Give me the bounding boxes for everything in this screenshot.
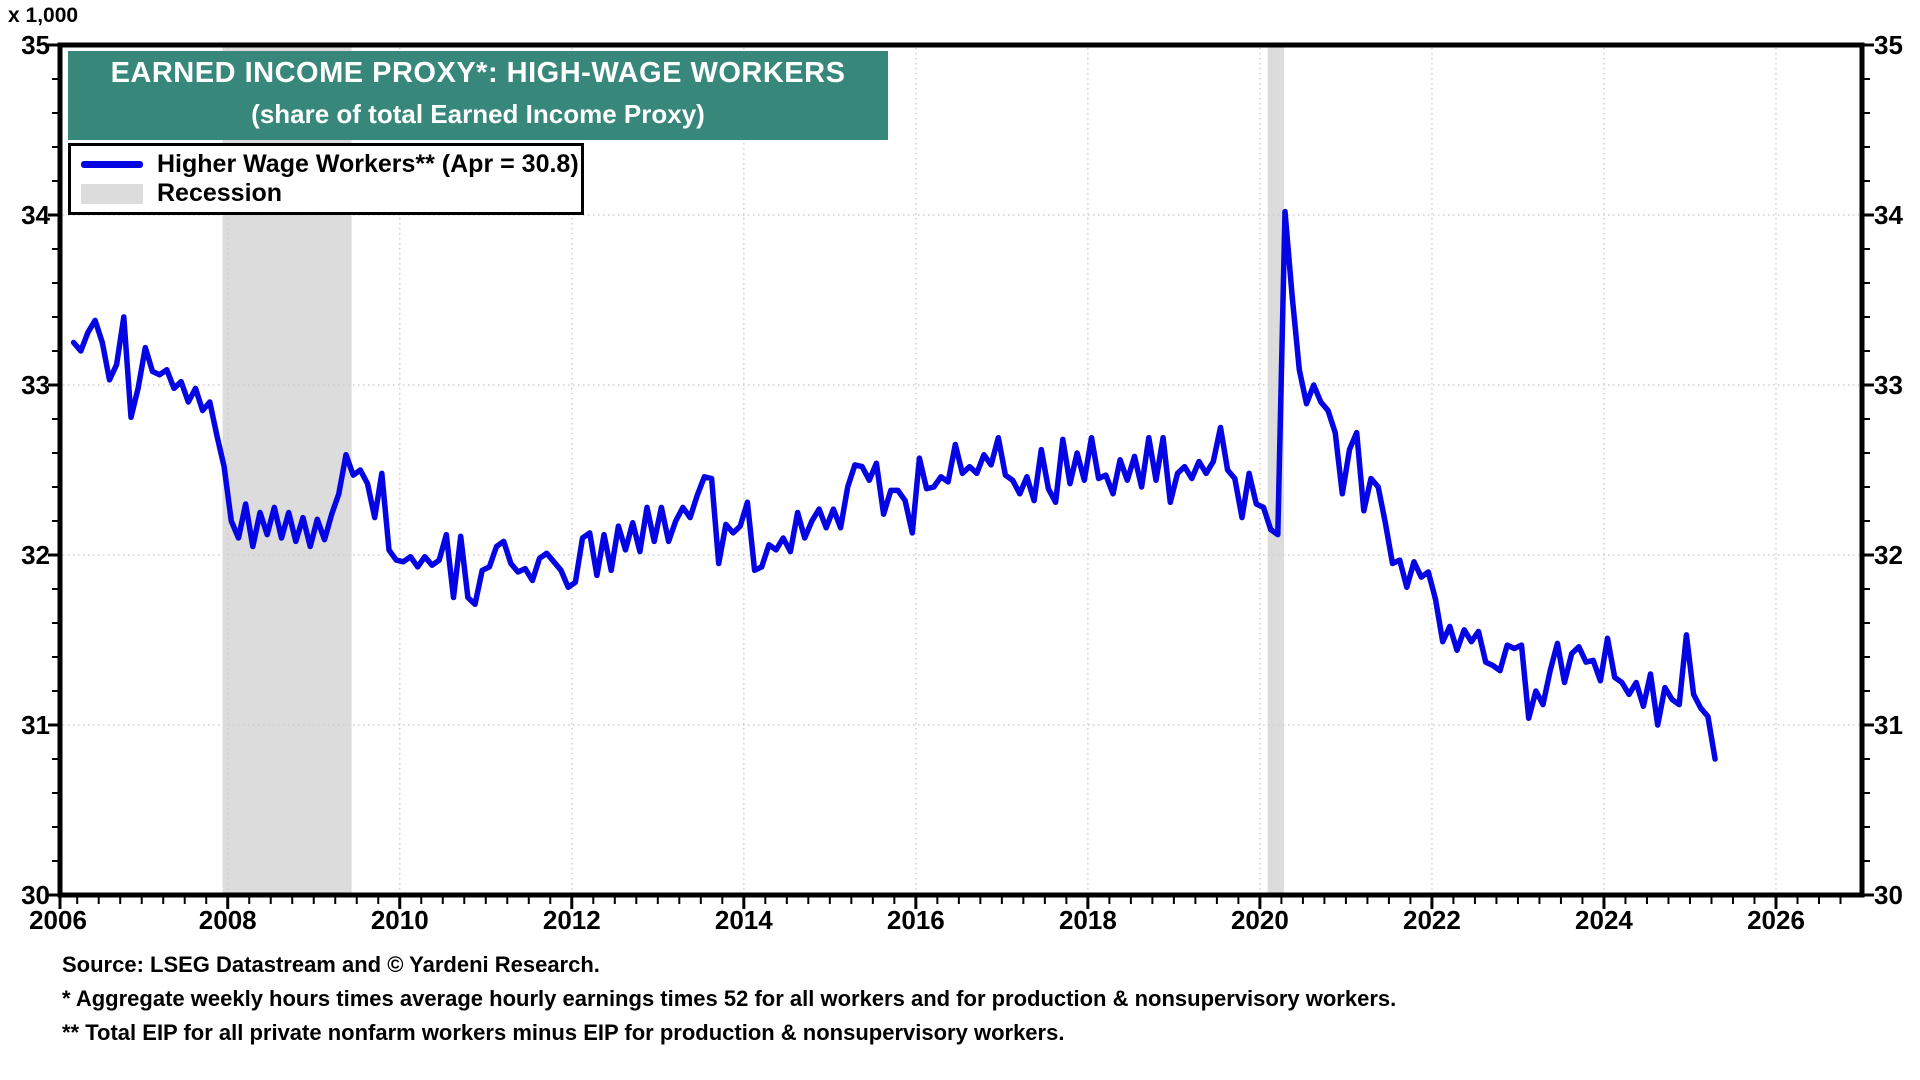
x-tick-label: 2020	[1230, 905, 1289, 935]
x-tick-label: 2016	[886, 905, 945, 935]
x-tick-label: 2026	[1747, 905, 1805, 935]
y-tick-label-right: 34	[1874, 200, 1903, 230]
x-tick-label: 2018	[1058, 905, 1117, 935]
x-tick-label: 2008	[198, 905, 257, 935]
y-tick-label-left: 30	[21, 880, 50, 910]
legend-row-recession: Recession	[81, 179, 571, 208]
y-tick-label-left: 32	[21, 540, 50, 570]
series-line-higher-wage-workers	[70, 208, 1718, 762]
y-tick-label-right: 35	[1874, 30, 1903, 60]
chart-subtitle: (share of total Earned Income Proxy)	[251, 99, 705, 129]
legend-row-series: Higher Wage Workers** (Apr = 30.8)	[81, 150, 579, 179]
footnote-asterisk: * Aggregate weekly hours times average h…	[62, 986, 1397, 1011]
y-tick-label-left: 34	[21, 200, 50, 230]
series-legend-label: Higher Wage Workers** (Apr = 30.8)	[157, 150, 579, 178]
x-tick-label: 2014	[714, 905, 773, 935]
x-tick-label: 2006	[29, 905, 87, 935]
recession-band	[1267, 47, 1284, 893]
y-tick-label-right: 31	[1874, 710, 1903, 740]
recession-legend-label: Recession	[157, 179, 283, 207]
chart-title: EARNED INCOME PROXY*: HIGH-WAGE WORKERS	[110, 57, 846, 89]
series-line-swatch	[81, 161, 143, 168]
y-tick-label-right: 30	[1874, 880, 1903, 910]
x-tick-label: 2010	[370, 905, 429, 935]
source-line: Source: LSEG Datastream and © Yardeni Re…	[62, 952, 600, 977]
y-tick-label-right: 33	[1874, 370, 1903, 400]
plot-frame	[57, 42, 1865, 898]
x-tick-label: 2022	[1403, 905, 1461, 935]
title-banner: EARNED INCOME PROXY*: HIGH-WAGE WORKERS …	[68, 51, 888, 140]
x-tick-label: 2012	[542, 905, 601, 935]
y-tick-label-left: 35	[21, 30, 50, 60]
y-tick-label-left: 33	[21, 370, 50, 400]
y-tick-label-left: 31	[21, 710, 50, 740]
legend-box: Higher Wage Workers** (Apr = 30.8) Reces…	[68, 143, 584, 215]
footer: Source: LSEG Datastream and © Yardeni Re…	[62, 948, 1396, 1050]
x-tick-label: 2024	[1575, 905, 1633, 935]
y-tick-label-right: 32	[1874, 540, 1903, 570]
y-axis-unit-label: x 1,000	[8, 4, 79, 27]
recession-swatch	[81, 183, 143, 204]
footnote-double-asterisk: ** Total EIP for all private nonfarm wor…	[62, 1020, 1065, 1045]
